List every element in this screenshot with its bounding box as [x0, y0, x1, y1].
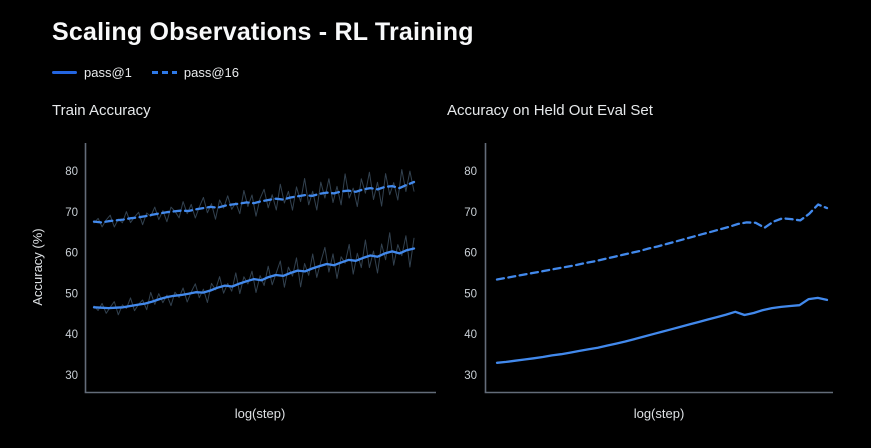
dashed-line-icon	[151, 71, 177, 74]
page-title: Scaling Observations - RL Training	[52, 18, 474, 46]
x-axis-title-left: log(step)	[234, 406, 286, 421]
solid-series-line	[495, 296, 829, 364]
y-tick-label: 70	[65, 207, 78, 219]
solid-line-icon	[52, 71, 77, 74]
y-tick-label: 50	[464, 288, 477, 300]
raw-noise-line	[93, 169, 415, 228]
y-tick-label: 80	[65, 166, 78, 178]
y-tick-label: 50	[65, 288, 78, 300]
eval-accuracy-subplot-title: Accuracy on Held Out Eval Set	[447, 102, 653, 119]
raw-noise-line	[93, 232, 415, 316]
subplot-1: 30 40 50 60 70 80	[464, 143, 833, 394]
legend-item-pass1: pass@1	[52, 65, 132, 80]
legend: pass@1 pass@16	[52, 65, 239, 80]
legend-label-pass1: pass@1	[84, 65, 132, 80]
dashed-series-line	[92, 180, 416, 224]
legend-label-pass16: pass@16	[183, 65, 240, 80]
y-tick-label: 30	[464, 370, 477, 382]
y-tick-label: 30	[65, 370, 78, 382]
dashed-series-line	[495, 203, 829, 281]
x-axis-title-right: log(step)	[633, 406, 685, 421]
y-tick-label: 80	[464, 166, 477, 178]
y-tick-label: 60	[65, 248, 78, 260]
y-tick-label: 40	[464, 329, 477, 341]
legend-item-pass16: pass@16	[151, 65, 240, 80]
y-tick-label: 60	[464, 248, 477, 260]
train-accuracy-subplot-title: Train Accuracy	[52, 102, 151, 119]
y-tick-label: 70	[464, 207, 477, 219]
subplot-0: 30 40 50 60 70 80	[65, 143, 436, 394]
solid-series-line	[92, 247, 416, 310]
y-tick-label: 40	[65, 329, 78, 341]
